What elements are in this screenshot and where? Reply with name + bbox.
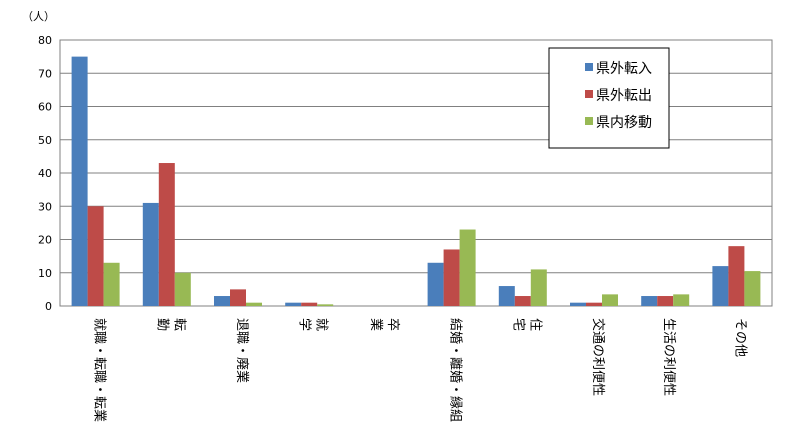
x-category-label: 結婚・離婚・縁組 — [448, 318, 464, 422]
x-category-label: 交通の利便性 — [590, 318, 606, 396]
legend-label: 県外転入 — [596, 61, 652, 77]
bar — [301, 302, 318, 306]
bar — [530, 269, 547, 306]
y-axis-ticks: 0 10 20 30 40 50 60 70 80 — [38, 34, 52, 313]
bar — [673, 294, 690, 306]
x-category-label: 就 — [314, 318, 329, 331]
bar — [498, 286, 515, 306]
x-category-label: 宅 — [510, 318, 525, 331]
x-axis-categories: 就職・転職・転業 転勤 退職・廃業 就学 卒業 結婚・離婚・縁組 住宅 交通の利便性 生活の利便… — [92, 318, 748, 422]
x-category-label: 転 — [171, 318, 186, 331]
bar — [443, 249, 460, 306]
bar — [317, 304, 334, 306]
bar — [427, 262, 444, 306]
x-category-label: 就職・転職・転業 — [92, 318, 108, 422]
y-tick-label: 0 — [45, 300, 52, 313]
x-category-label: 卒 — [385, 318, 400, 331]
bar — [214, 296, 230, 306]
y-tick-label: 80 — [38, 34, 52, 47]
bar — [158, 163, 175, 306]
bar — [285, 302, 302, 306]
bar — [657, 296, 674, 306]
bar — [459, 229, 476, 306]
plot-frame — [59, 39, 773, 307]
y-tick-label: 40 — [38, 167, 52, 180]
legend-swatch — [585, 90, 593, 98]
bar — [103, 262, 120, 306]
bar — [586, 302, 602, 306]
y-tick-label: 50 — [38, 134, 52, 147]
y-tick-label: 20 — [38, 234, 52, 247]
bar — [570, 302, 586, 306]
legend-swatch — [585, 117, 593, 125]
y-tick-label: 70 — [38, 67, 52, 80]
x-category-label: 勤 — [154, 318, 169, 331]
bar — [230, 289, 246, 306]
x-category-label: 学 — [297, 318, 313, 331]
bar — [142, 202, 159, 306]
bar — [87, 206, 104, 306]
legend-swatch — [585, 63, 593, 71]
bar — [71, 56, 88, 306]
bar — [174, 272, 191, 306]
bar — [712, 266, 729, 306]
bar — [744, 271, 761, 306]
bar — [514, 296, 531, 306]
bar — [246, 302, 262, 306]
bar — [728, 246, 745, 306]
legend-label: 県内移動 — [596, 115, 652, 131]
y-tick-label: 60 — [38, 101, 52, 114]
x-category-label: その他 — [732, 318, 747, 357]
bar — [641, 296, 658, 306]
bars — [71, 56, 761, 306]
legend-box — [548, 47, 670, 149]
x-category-label: 業 — [368, 318, 384, 331]
x-category-label: 退職・廃業 — [234, 318, 250, 383]
bar — [602, 294, 618, 306]
x-category-label: 生活の利便性 — [661, 318, 676, 396]
y-tick-label: 10 — [38, 267, 52, 280]
y-unit-label: （人） — [22, 10, 55, 23]
legend-label: 県外転出 — [596, 88, 652, 104]
y-tick-label: 30 — [38, 200, 52, 213]
x-category-label: 住 — [527, 318, 542, 331]
